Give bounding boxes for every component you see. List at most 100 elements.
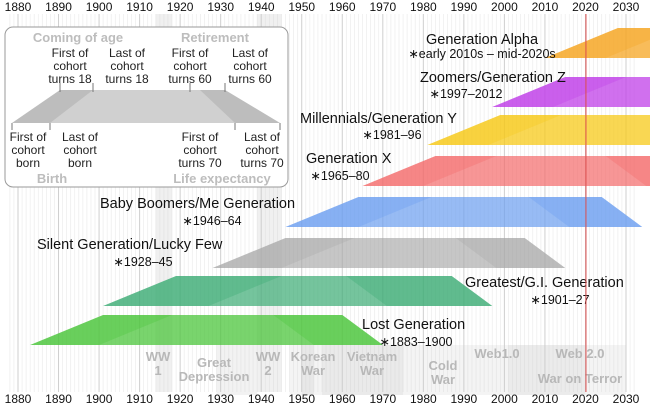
- legend-last-cohort-born-l2: cohort: [63, 143, 97, 157]
- legend-first-cohort-born-l2: cohort: [11, 143, 45, 157]
- generation-coming-of-age-shade: [30, 315, 173, 345]
- event-label: Great: [197, 355, 232, 370]
- event-band: [216, 345, 258, 395]
- legend-last-cohort-60-l2: cohort: [233, 59, 267, 73]
- event-band: [508, 345, 626, 395]
- generation-name: Generation Alpha: [426, 32, 539, 48]
- generation-years: ∗1946–64: [182, 214, 241, 228]
- legend-first-cohort-18-l2: cohort: [53, 59, 87, 73]
- top-tick-label: 1970: [369, 0, 396, 14]
- generation-years: ∗1883–1900: [379, 335, 452, 349]
- legend-first-cohort-60-l1: First of: [172, 46, 209, 60]
- event-label: Web 2.0: [556, 346, 605, 361]
- generation-labels: Generation Alpha∗early 2010s – mid-2020s…: [37, 32, 624, 349]
- legend-last-cohort-18-l1: Last of: [109, 46, 146, 60]
- event-label: War: [431, 372, 455, 387]
- generation-name: Millennials/Generation Y: [300, 111, 457, 127]
- bottom-tick-label: 1930: [207, 392, 234, 406]
- generation-band: [30, 315, 383, 345]
- generation-retirement-shade: [605, 156, 650, 186]
- bottom-tick-label: 2030: [613, 392, 640, 406]
- event-band: [520, 345, 586, 395]
- top-tick-label: 1890: [45, 0, 72, 14]
- top-tick-label: 1930: [207, 0, 234, 14]
- legend-first-cohort-born-l1: First of: [10, 130, 47, 144]
- generation-band: [427, 115, 650, 145]
- top-tick-label: 2020: [572, 0, 599, 14]
- event-band: [467, 345, 521, 395]
- legend-last-cohort-70-l1: Last of: [244, 130, 281, 144]
- generation-years: ∗1965–80: [310, 169, 369, 183]
- top-tick-label: 1900: [86, 0, 113, 14]
- generation-years: ∗1928–45: [113, 255, 172, 269]
- generation-name: Generation X: [306, 151, 392, 167]
- bottom-tick-label: 2020: [572, 392, 599, 406]
- event-label: Depression: [179, 369, 250, 384]
- generation-retirement-shade: [273, 315, 383, 345]
- legend-first-cohort-70-l1: First of: [182, 130, 219, 144]
- event-label: Korean: [291, 349, 336, 364]
- generation-years: ∗early 2010s – mid-2020s: [408, 47, 555, 61]
- top-year-axis: 1880 1890 1900 1910 1920 1930 1940 1950 1960 1970…: [5, 0, 640, 14]
- legend-last-cohort-18-l3: turns 18: [105, 72, 149, 86]
- top-tick-label: 2030: [613, 0, 640, 14]
- top-tick-label: 2010: [532, 0, 559, 14]
- generation-band: [285, 197, 643, 227]
- top-tick-label: 1960: [329, 0, 356, 14]
- legend-first-cohort-60-l3: turns 60: [168, 72, 212, 86]
- legend-coming-of-age: Coming of age: [33, 30, 123, 45]
- top-tick-label: 1940: [248, 0, 275, 14]
- bottom-tick-label: 2000: [491, 392, 518, 406]
- top-tick-label: 1880: [5, 0, 32, 14]
- generation-coming-of-age-shade: [362, 156, 497, 186]
- legend-first-cohort-18-l3: turns 18: [48, 72, 92, 86]
- bottom-tick-label: 1890: [45, 392, 72, 406]
- event-band: [289, 345, 468, 395]
- bottom-tick-label: 1960: [329, 392, 356, 406]
- legend-box: Coming of age Retirement First of cohort…: [4, 26, 289, 188]
- top-tick-label: 1910: [126, 0, 153, 14]
- generation-name: Lost Generation: [362, 317, 465, 333]
- legend-shape-shade-left: [12, 90, 93, 123]
- generation-years: ∗1901–27: [530, 293, 589, 307]
- bottom-tick-label: 1990: [451, 392, 478, 406]
- legend-last-cohort-60-l3: turns 60: [228, 72, 272, 86]
- top-tick-label: 1920: [167, 0, 194, 14]
- legend-life-expectancy: Life expectancy: [173, 171, 271, 186]
- generation-years: ∗1981–96: [362, 128, 421, 142]
- generation-retirement-shade: [455, 238, 566, 268]
- bottom-tick-label: 1950: [288, 392, 315, 406]
- bottom-tick-label: 2010: [532, 392, 559, 406]
- legend-retirement: Retirement: [181, 30, 250, 45]
- event-label: War on Terror: [538, 371, 623, 386]
- generation-band: [103, 276, 493, 306]
- generation-years: ∗1997–2012: [429, 87, 502, 101]
- event-labels: WW1GreatDepressionWW2KoreanWarVietnamWar…: [146, 346, 623, 387]
- legend-first-cohort-70-l3: turns 70: [178, 156, 222, 170]
- legend-last-cohort-born-l1: Last of: [62, 130, 99, 144]
- event-band: [322, 345, 404, 395]
- legend-first-cohort-70-l2: cohort: [183, 143, 217, 157]
- generation-name: Silent Generation/Lucky Few: [37, 237, 223, 253]
- generation-band: [362, 156, 650, 186]
- event-band: [301, 345, 314, 395]
- legend-last-cohort-70-l3: turns 70: [240, 156, 284, 170]
- legend-shape-shade-right: [200, 90, 280, 123]
- generation-coming-of-age-shade: [544, 28, 650, 58]
- generation-retirement-shade: [346, 276, 493, 306]
- generation-band: [212, 238, 566, 268]
- generation-name: Zoomers/Generation Z: [420, 70, 566, 86]
- legend-first-cohort-60-l2: cohort: [173, 59, 207, 73]
- generation-band: [492, 77, 650, 107]
- top-tick-label: 1950: [288, 0, 315, 14]
- legend-last-cohort-born-l3: born: [68, 156, 92, 170]
- event-label: 2: [264, 363, 271, 378]
- generation-coming-of-age-shade: [285, 197, 432, 227]
- legend-last-cohort-18-l2: cohort: [110, 59, 144, 73]
- generation-bands: [30, 28, 650, 345]
- top-tick-label: 1980: [410, 0, 437, 14]
- generation-name: Baby Boomers/Me Generation: [100, 196, 295, 212]
- bottom-tick-label: 1980: [410, 392, 437, 406]
